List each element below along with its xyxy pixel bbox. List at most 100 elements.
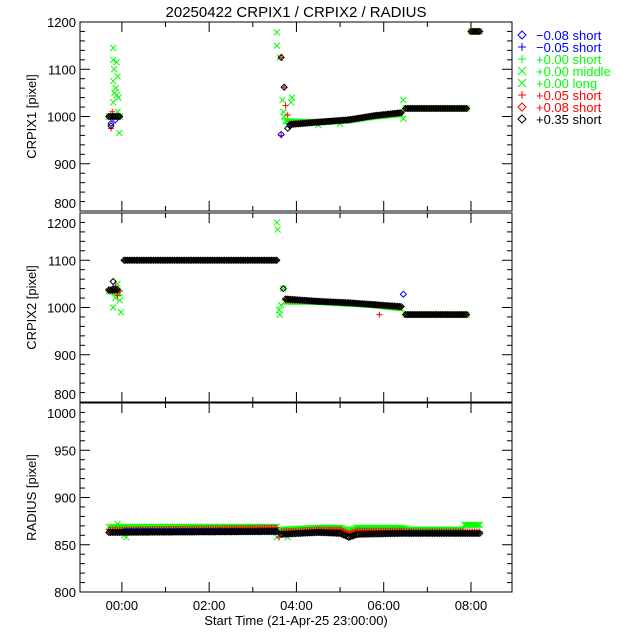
data-point xyxy=(345,533,353,541)
y-axis-label: CRPIX2 [pixel] xyxy=(24,265,39,350)
data-point xyxy=(474,27,482,36)
y-tick-label: 1000 xyxy=(47,110,76,125)
data-point xyxy=(273,29,281,36)
data-point xyxy=(303,119,312,127)
data-point xyxy=(277,301,285,309)
data-point xyxy=(461,310,469,319)
data-point xyxy=(114,72,121,80)
data-point xyxy=(287,98,295,106)
data-point xyxy=(284,112,291,119)
chart-title: 20250422 CRPIX1 / CRPIX2 / RADIUS xyxy=(166,4,427,21)
y-axis-label: RADIUS [pixel] xyxy=(24,454,39,541)
data-point xyxy=(348,532,356,540)
data-point xyxy=(296,119,305,128)
data-point xyxy=(338,530,346,538)
x-tick-label: 06:00 xyxy=(367,598,400,613)
data-point xyxy=(289,120,298,128)
legend-entry: −0.05 short xyxy=(518,40,602,55)
data-point xyxy=(113,285,122,294)
data-point xyxy=(280,83,288,91)
data-point xyxy=(274,226,282,233)
series-4 xyxy=(105,527,484,541)
legend-symbol-plus-icon xyxy=(518,43,526,51)
data-point xyxy=(339,531,348,539)
plot-frame xyxy=(79,21,513,212)
data-point xyxy=(305,119,314,127)
y-tick-label: 1100 xyxy=(48,62,76,77)
data-point xyxy=(113,58,121,66)
data-point xyxy=(462,310,471,319)
data-point xyxy=(278,54,285,61)
data-point xyxy=(117,308,125,316)
data-point xyxy=(279,284,288,293)
legend-entry: +0.00 long xyxy=(517,76,597,91)
legend-label: −0.08 short xyxy=(536,28,602,43)
data-point xyxy=(287,120,296,129)
data-point xyxy=(284,124,292,133)
legend-label: +0.00 long xyxy=(536,76,597,91)
legend-entry: +0.35 short xyxy=(517,112,602,127)
data-point xyxy=(107,122,115,130)
data-point xyxy=(346,532,355,541)
data-point xyxy=(114,520,121,528)
data-point xyxy=(461,104,469,113)
data-point xyxy=(395,302,404,311)
legend-label: +0.00 short xyxy=(536,52,602,67)
data-point xyxy=(113,91,121,99)
legend-label: +0.08 short xyxy=(536,100,602,115)
legend-symbol-cross-icon xyxy=(517,78,527,88)
data-point xyxy=(309,118,317,127)
x-tick-label: 00:00 xyxy=(106,598,139,613)
data-point xyxy=(476,27,484,36)
legend-label: −0.05 short xyxy=(536,40,602,55)
data-point xyxy=(298,119,307,128)
data-point xyxy=(109,44,117,52)
data-point xyxy=(307,119,315,127)
data-point xyxy=(114,112,122,121)
data-point xyxy=(112,84,120,92)
y-tick-label: 800 xyxy=(54,585,76,600)
data-point xyxy=(273,219,281,226)
data-point xyxy=(109,56,117,64)
legend-label: +0.35 short xyxy=(536,112,602,127)
panel-3: 800 850 900 950 1000 RADIUS [pixel] 00:00 02:00… xyxy=(24,402,513,613)
legend-symbol-cross-icon xyxy=(517,66,527,76)
data-point xyxy=(282,102,289,109)
data-point xyxy=(474,521,482,529)
y-tick-label: 1200 xyxy=(47,216,76,231)
data-point xyxy=(110,65,118,73)
data-point xyxy=(281,84,288,91)
data-point xyxy=(293,120,301,128)
data-point xyxy=(273,42,281,49)
data-point xyxy=(116,112,124,121)
legend-entry: +0.00 middle xyxy=(517,64,611,79)
legend-entry: +0.00 short xyxy=(518,52,602,67)
data-point xyxy=(114,292,121,299)
y-tick-label: 850 xyxy=(54,538,76,553)
series-2 xyxy=(105,257,470,318)
y-tick-label: 800 xyxy=(54,196,76,211)
series-3 xyxy=(107,116,294,139)
data-point xyxy=(336,529,344,538)
plot-frame xyxy=(79,212,513,403)
data-point xyxy=(376,311,383,318)
y-axis-label: CRPIX1 [pixel] xyxy=(24,74,39,159)
data-point xyxy=(462,104,471,113)
x-axis-label: Start Time (21-Apr-25 23:00:00) xyxy=(204,613,388,628)
legend-symbol-plus-icon xyxy=(518,91,526,99)
y-tick-label: 900 xyxy=(54,491,76,506)
data-point xyxy=(399,96,407,104)
data-point xyxy=(280,113,288,120)
x-tick-label: 04:00 xyxy=(280,598,313,613)
data-point xyxy=(279,285,287,292)
data-point xyxy=(341,531,350,540)
data-point xyxy=(311,118,319,127)
series-4 xyxy=(105,27,484,133)
legend-label: +0.05 short xyxy=(536,88,602,103)
series-4 xyxy=(105,256,471,319)
y-tick-label: 1200 xyxy=(47,15,76,30)
data-point xyxy=(271,256,279,264)
data-point xyxy=(399,290,408,298)
data-point xyxy=(312,118,321,127)
